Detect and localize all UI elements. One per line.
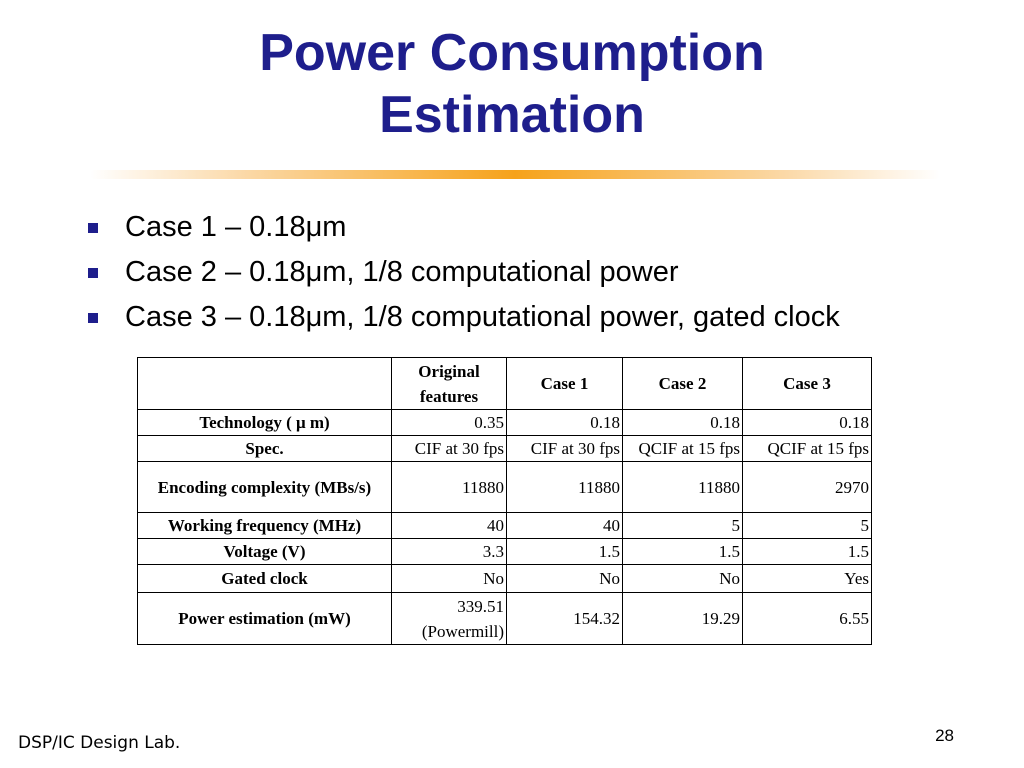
- row-label: Encoding complexity (MBs/s): [137, 461, 392, 513]
- cell: No: [391, 564, 507, 593]
- cell: 5: [622, 512, 743, 539]
- cell: 0.18: [742, 409, 872, 436]
- title-line-1: Power Consumption: [259, 24, 765, 82]
- power-table: Original features Case 1 Case 2 Case 3 T…: [137, 357, 872, 645]
- header-case-2: Case 2: [622, 357, 743, 410]
- header-case-3: Case 3: [742, 357, 872, 410]
- cell: 154.32: [506, 592, 623, 645]
- cell: No: [622, 564, 743, 593]
- cell: No: [506, 564, 623, 593]
- cell: 1.5: [622, 538, 743, 565]
- row-label: Power estimation (mW): [137, 592, 392, 645]
- cell: 1.5: [506, 538, 623, 565]
- cell: 0.35: [391, 409, 507, 436]
- cell: 11880: [622, 461, 743, 513]
- square-bullet-icon: [88, 268, 98, 278]
- row-label: Voltage (V): [137, 538, 392, 565]
- cell: 11880: [391, 461, 507, 513]
- cell: 6.55: [742, 592, 872, 645]
- row-label: Technology ( μ m): [137, 409, 392, 436]
- row-label: Gated clock: [137, 564, 392, 593]
- footer-lab-name: DSP/IC Design Lab.: [18, 733, 181, 753]
- cell: 11880: [506, 461, 623, 513]
- cell: 19.29: [622, 592, 743, 645]
- title-divider: [90, 170, 940, 179]
- table-header-row: Original features Case 1 Case 2 Case 3: [137, 357, 872, 410]
- cell: 2970: [742, 461, 872, 513]
- bullet-item: Case 3 – 0.18μm, 1/8 computational power…: [88, 295, 840, 340]
- bullet-list: Case 1 – 0.18μm Case 2 – 0.18μm, 1/8 com…: [88, 205, 840, 340]
- row-label: Working frequency (MHz): [137, 512, 392, 539]
- cell: 5: [742, 512, 872, 539]
- table-row: Technology ( μ m) 0.35 0.18 0.18 0.18: [137, 409, 872, 436]
- cell: 1.5: [742, 538, 872, 565]
- square-bullet-icon: [88, 313, 98, 323]
- cell: QCIF at 15 fps: [742, 435, 872, 462]
- row-label: Spec.: [137, 435, 392, 462]
- table-row: Working frequency (MHz) 40 40 5 5: [137, 512, 872, 539]
- page-number: 28: [935, 726, 954, 745]
- table-row: Voltage (V) 3.3 1.5 1.5 1.5: [137, 538, 872, 565]
- bullet-item: Case 2 – 0.18μm, 1/8 computational power: [88, 250, 840, 295]
- cell: Yes: [742, 564, 872, 593]
- table-row: Power estimation (mW) 339.51 (Powermill)…: [137, 592, 872, 645]
- table-row: Encoding complexity (MBs/s) 11880 11880 …: [137, 461, 872, 513]
- square-bullet-icon: [88, 223, 98, 233]
- cell: 339.51 (Powermill): [391, 592, 507, 645]
- cell: QCIF at 15 fps: [622, 435, 743, 462]
- cell: 40: [506, 512, 623, 539]
- table-row: Gated clock No No No Yes: [137, 564, 872, 593]
- cell: 0.18: [622, 409, 743, 436]
- cell: CIF at 30 fps: [391, 435, 507, 462]
- cell: CIF at 30 fps: [506, 435, 623, 462]
- slide-title: Power Consumption Estimation: [0, 22, 1024, 146]
- cell: 40: [391, 512, 507, 539]
- table-row: Spec. CIF at 30 fps CIF at 30 fps QCIF a…: [137, 435, 872, 462]
- header-original: Original features: [391, 357, 507, 410]
- header-case-1: Case 1: [506, 357, 623, 410]
- header-empty: [137, 357, 392, 410]
- cell: 3.3: [391, 538, 507, 565]
- title-line-2: Estimation: [379, 86, 645, 144]
- cell: 0.18: [506, 409, 623, 436]
- bullet-item: Case 1 – 0.18μm: [88, 205, 840, 250]
